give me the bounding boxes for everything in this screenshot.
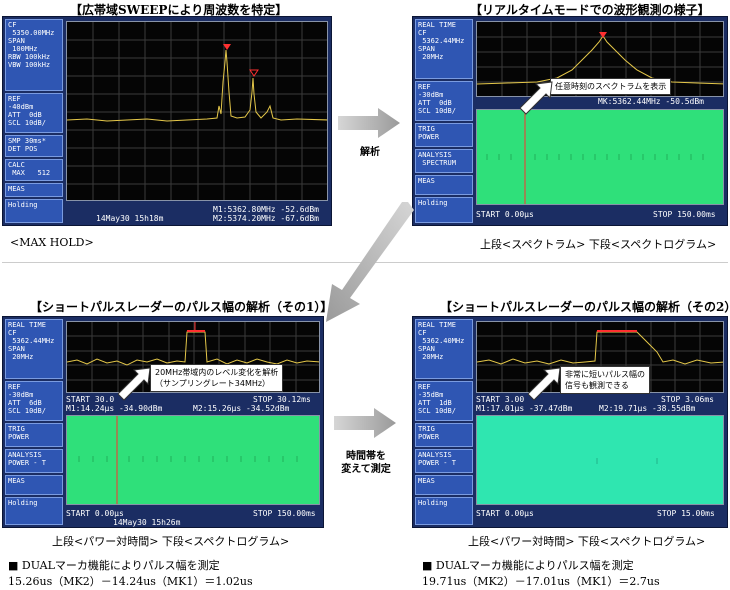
caption-1: <MAX HOLD>: [10, 236, 94, 249]
sidebar-3-trig[interactable]: TRIG POWER: [5, 423, 63, 447]
annotation-3-line1: 20MHz帯域内のレベル変化を解析: [155, 368, 279, 377]
sidebar-2-meas[interactable]: MEAS: [415, 175, 473, 195]
analyzer-screen-1: CF 5350.00MHz SPAN 100MHz RBW 100kHz VBW…: [2, 16, 332, 226]
panel3-title: 【ショートパルスレーダーのパルス幅の解析（その1）】: [30, 300, 333, 314]
sidebar-4-holding: Holding: [415, 497, 473, 525]
annotation-4: 非常に短いパルス幅の 信号も観測できる: [560, 366, 650, 394]
annotation-arrow-4: [528, 367, 561, 401]
diagonal-arrow: [326, 202, 414, 322]
sidebar-2: REAL TIME CF 5362.44MHz SPAN 20MHz REF -…: [415, 19, 473, 223]
annotation-arrow-2: [520, 81, 553, 115]
peak-marker-1: [223, 44, 231, 50]
sidebar-4-freq[interactable]: REAL TIME CF 5362.40MHz SPAN 20MHz: [415, 319, 473, 379]
sidebar-1-calc[interactable]: CALC MAX 512: [5, 159, 63, 181]
sidebar-3-ampl[interactable]: REF -30dBm ATT 6dB SCL 10dB/: [5, 381, 63, 421]
spectrogram-3: [66, 415, 320, 505]
panel4-title: 【ショートパルスレーダーのパルス幅の解析（その2）】: [440, 300, 730, 314]
analysis-label: 解析: [360, 147, 380, 158]
sidebar-2-ampl[interactable]: REF -30dBm ATT 0dB SCL 10dB/: [415, 81, 473, 121]
annotation-4-line1: 非常に短いパルス幅の: [565, 370, 645, 379]
stop-top-4: STOP 3.06ms: [661, 395, 714, 404]
spectrum-trace-1: [67, 49, 327, 122]
sidebar-4-analysis[interactable]: ANALYSIS POWER - T: [415, 449, 473, 473]
caption-3: 上段<パワー対時間> 下段<スペクトログラム>: [52, 535, 290, 548]
annotation-4-line2: 信号も観測できる: [565, 381, 629, 390]
sidebar-3-holding: Holding: [5, 497, 63, 525]
sidebar-2-holding: Holding: [415, 197, 473, 223]
sidebar-4-trig[interactable]: TRIG POWER: [415, 423, 473, 447]
start-label-4: START 0.00μs: [476, 509, 534, 518]
marker-readout-1: M1:5362.80MHz -52.6dBm: [213, 205, 319, 214]
annotation-arrow-3: [118, 367, 151, 401]
marker-readout-6: M1:17.01μs -37.47dBm: [476, 404, 573, 413]
note-title-3: ■ DUALマーカ機能によりパルス幅を測定: [8, 559, 220, 572]
sidebar-1-ampl[interactable]: REF -40dBm ATT 0dB SCL 10dB/: [5, 93, 63, 133]
spectrogram-2: [476, 109, 724, 205]
sidebar-1-freq[interactable]: CF 5350.00MHz SPAN 100MHz RBW 100kHz VBW…: [5, 19, 63, 91]
marker-readout-4: M1:14.24μs -34.90dBm: [66, 404, 163, 413]
marker-readout-3: MK:5362.44MHz -50.5dBm: [598, 97, 704, 106]
sidebar-3: REAL TIME CF 5362.44MHz SPAN 20MHz REF -…: [5, 319, 63, 525]
analyzer-screen-4: REAL TIME CF 5362.40MHz SPAN 20MHz REF -…: [412, 316, 728, 528]
spectrogram-4: [476, 415, 724, 505]
start-top-4: START 3.00: [476, 395, 525, 404]
start-label-3: START 0.00μs: [66, 509, 124, 518]
timebase-label-line1: 時間帯を: [346, 451, 386, 462]
power-trace-4: [477, 331, 723, 365]
marker-readout-2: M2:5374.20MHz -67.6dBm: [213, 214, 319, 223]
stop-label-3: STOP 150.00ms: [253, 509, 316, 518]
timebase-arrow: [334, 408, 396, 438]
peak-marker-3: [599, 32, 607, 38]
caption-2: 上段<スペクトラム> 下段<スペクトログラム>: [480, 238, 717, 251]
peak-marker-2: [249, 69, 259, 77]
sidebar-1-holding: Holding: [5, 199, 63, 223]
timestamp-1: 14May30 15h18m: [96, 214, 164, 223]
annotation-2: 任意時刻のスペクトラムを表示: [550, 78, 672, 95]
sidebar-4: REAL TIME CF 5362.40MHz SPAN 20MHz REF -…: [415, 319, 473, 525]
analysis-arrow: [338, 108, 400, 138]
annotation-3: 20MHz帯域内のレベル変化を解析 （サンプリングレート34MHz）: [150, 364, 284, 392]
analyzer-screen-2: REAL TIME CF 5362.44MHz SPAN 20MHz REF -…: [412, 16, 728, 226]
annotation-3-line2: （サンプリングレート34MHz）: [155, 379, 271, 388]
analyzer-screen-3: REAL TIME CF 5362.44MHz SPAN 20MHz REF -…: [2, 316, 324, 528]
stop-label-4: STOP 15.00ms: [657, 509, 715, 518]
caption-4: 上段<パワー対時間> 下段<スペクトログラム>: [468, 535, 706, 548]
marker-readout-7: M2:19.71μs -38.55dBm: [599, 404, 696, 413]
spectrum-graph-1: [67, 22, 327, 200]
note-formula-3: 15.26us（MK2）－14.24us（MK1）＝1.02us: [8, 575, 253, 588]
sidebar-1: CF 5350.00MHz SPAN 100MHz RBW 100kHz VBW…: [5, 19, 63, 223]
stop-label-2: STOP 150.00ms: [653, 210, 716, 219]
spectrum-plot-1: [66, 21, 328, 201]
panel2-title: 【リアルタイムモードでの波形観測の様子】: [470, 3, 710, 17]
sidebar-4-ampl[interactable]: REF -35dBm ATT 1dB SCL 10dB/: [415, 381, 473, 421]
note-title-4: ■ DUALマーカ機能によりパルス幅を測定: [422, 559, 634, 572]
timestamp-3: 14May30 15h26m: [113, 518, 181, 527]
sidebar-1-sweep[interactable]: SMP 30ms* DET POS: [5, 135, 63, 157]
stop-top-3: STOP 30.12ms: [253, 395, 311, 404]
start-label-2: START 0.00μs: [476, 210, 534, 219]
sidebar-2-trig[interactable]: TRIG POWER: [415, 123, 473, 147]
sidebar-2-freq[interactable]: REAL TIME CF 5362.44MHz SPAN 20MHz: [415, 19, 473, 79]
sidebar-3-analysis[interactable]: ANALYSIS POWER - T: [5, 449, 63, 473]
timebase-label: 時間帯を 変えて測定: [330, 450, 402, 476]
start-top-3: START 30.0: [66, 395, 115, 404]
panel1-title: 【広帯域SWEEPにより周波数を特定】: [70, 3, 288, 17]
timebase-label-line2: 変えて測定: [341, 464, 391, 475]
note-formula-4: 19.71us（MK2）－17.01us（MK1）＝2.7us: [422, 575, 660, 588]
sidebar-3-meas[interactable]: MEAS: [5, 475, 63, 495]
marker-readout-5: M2:15.26μs -34.52dBm: [193, 404, 290, 413]
sidebar-1-meas[interactable]: MEAS: [5, 183, 63, 197]
sidebar-4-meas[interactable]: MEAS: [415, 475, 473, 495]
sidebar-2-analysis[interactable]: ANALYSIS SPECTRUM: [415, 149, 473, 173]
sidebar-3-freq[interactable]: REAL TIME CF 5362.44MHz SPAN 20MHz: [5, 319, 63, 379]
